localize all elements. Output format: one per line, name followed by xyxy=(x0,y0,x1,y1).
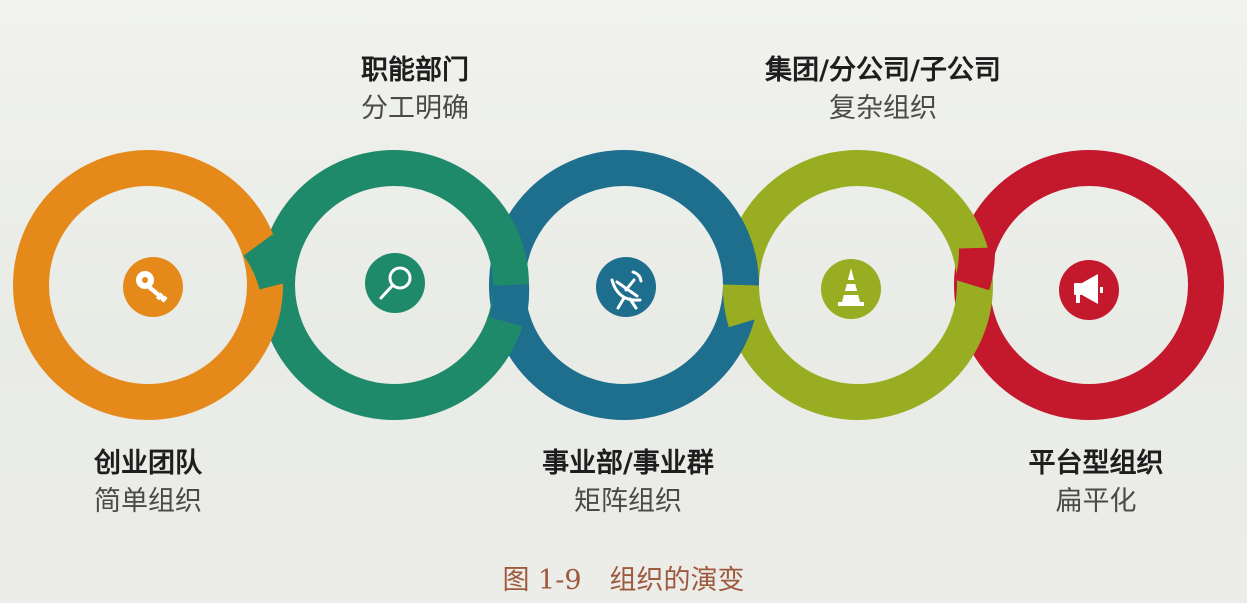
figure-number: 图 1-9 xyxy=(502,565,582,596)
stage-title: 职能部门 xyxy=(361,55,469,86)
stage-title: 创业团队 xyxy=(94,448,202,479)
megaphone-icon xyxy=(1074,274,1103,304)
ring-division xyxy=(489,150,759,420)
ring-functional xyxy=(259,150,529,420)
stage-title: 事业部/事业群 xyxy=(542,448,714,479)
key-icon xyxy=(136,271,168,303)
stage-subtitle: 矩阵组织 xyxy=(574,486,682,517)
stage-label-platform: 平台型组织 扁平化 xyxy=(946,446,1246,522)
stage-label-functional: 职能部门 分工明确 xyxy=(265,53,565,129)
stage-subtitle: 分工明确 xyxy=(361,93,469,124)
magnifier-icon-badge xyxy=(365,253,425,313)
stage-subtitle: 扁平化 xyxy=(1055,486,1137,517)
stage-title: 平台型组织 xyxy=(1028,448,1164,479)
stage-subtitle: 简单组织 xyxy=(94,486,202,517)
figure-title: 组织的演变 xyxy=(609,565,745,596)
stage-label-startup: 创业团队 简单组织 xyxy=(0,446,298,522)
ring-platform xyxy=(954,150,1224,420)
magnifier-icon xyxy=(379,266,412,300)
key-icon-badge xyxy=(123,257,183,317)
stage-label-group: 集团/分公司/子公司 复杂组织 xyxy=(733,53,1033,129)
stage-label-division: 事业部/事业群 矩阵组织 xyxy=(478,446,778,522)
stage-title: 集团/分公司/子公司 xyxy=(765,55,1001,86)
figure-caption: 图 1-9 组织的演变 xyxy=(0,558,1247,597)
traffic-cone-icon xyxy=(838,268,864,306)
ring-startup xyxy=(13,150,283,420)
stage-subtitle: 复杂组织 xyxy=(829,93,937,124)
ring-group xyxy=(723,150,993,420)
satellite-dish-icon xyxy=(610,270,643,310)
